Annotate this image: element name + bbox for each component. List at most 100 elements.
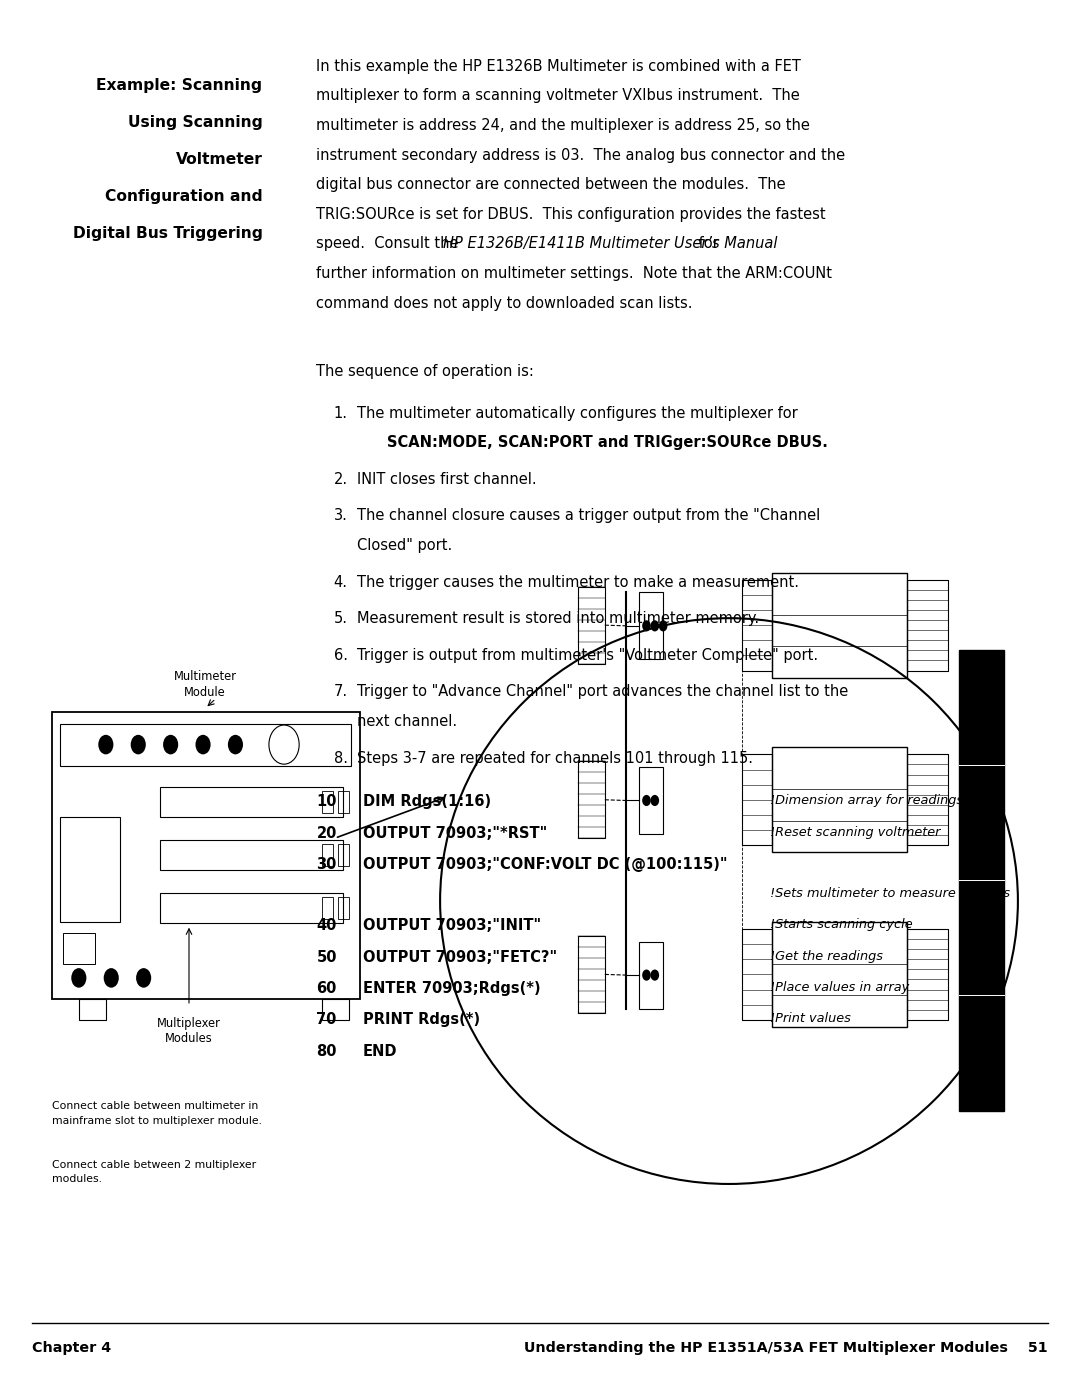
Text: 20: 20 [316,826,337,841]
Bar [639,767,663,834]
Text: Digital Bus Triggering: Digital Bus Triggering [72,226,262,242]
Text: HP E1326B/E1411B Multimeter User’s Manual: HP E1326B/E1411B Multimeter User’s Manua… [443,236,778,251]
Circle shape [650,795,659,806]
Text: In this example the HP E1326B Multimeter is combined with a FET: In this example the HP E1326B Multimeter… [316,59,801,74]
Text: multiplexer to form a scanning voltmeter VXIbus instrument.  The: multiplexer to form a scanning voltmeter… [316,88,800,103]
Text: speed.  Consult the: speed. Consult the [316,236,463,251]
Text: OUTPUT 70903;"*RST": OUTPUT 70903;"*RST" [363,826,548,841]
Text: 6.: 6. [334,648,348,662]
Bar [338,897,349,919]
Text: command does not apply to downloaded scan lists.: command does not apply to downloaded sca… [316,296,693,310]
Circle shape [643,620,651,631]
Bar [907,929,948,1020]
Bar [959,650,1004,1111]
Text: DIM Rdgs(1:16): DIM Rdgs(1:16) [363,795,491,809]
Bar [322,999,349,1020]
Text: !Place values in array: !Place values in array [770,981,909,995]
Circle shape [195,735,211,754]
Text: Measurement result is stored into multimeter memory.: Measurement result is stored into multim… [357,612,759,626]
Bar [907,580,948,671]
Text: 10: 10 [316,795,337,809]
Text: Closed" port.: Closed" port. [357,538,453,553]
Bar [52,712,360,999]
Bar [772,747,907,852]
Circle shape [131,735,146,754]
Text: for: for [694,236,719,251]
Text: 60: 60 [316,981,337,996]
Text: END: END [363,1044,397,1059]
Text: The multimeter automatically configures the multiplexer for: The multimeter automatically configures … [357,405,798,420]
Bar [160,840,343,870]
Bar [907,754,948,845]
Text: Voltmeter: Voltmeter [176,152,262,168]
Bar [742,754,772,845]
Text: digital bus connector are connected between the modules.  The: digital bus connector are connected betw… [316,177,786,193]
Text: !Sets multimeter to measure dc volts: !Sets multimeter to measure dc volts [770,887,1010,900]
Bar [60,817,120,922]
Bar [772,922,907,1027]
Bar [79,999,106,1020]
Text: further information on multimeter settings.  Note that the ARM:COUNt: further information on multimeter settin… [316,265,833,281]
Circle shape [650,970,659,981]
Text: ENTER 70903;Rdgs(*): ENTER 70903;Rdgs(*) [363,981,540,996]
Text: 5.: 5. [334,612,348,626]
Text: 3.: 3. [334,509,348,524]
Text: Trigger to "Advance Channel" port advances the channel list to the: Trigger to "Advance Channel" port advanc… [357,685,849,700]
Bar [322,897,333,919]
Circle shape [104,968,119,988]
Text: 80: 80 [316,1044,337,1059]
Text: OUTPUT 70903;"INIT": OUTPUT 70903;"INIT" [363,918,541,933]
Text: Configuration and: Configuration and [105,190,262,204]
Bar [742,929,772,1020]
Text: next channel.: next channel. [357,714,458,729]
Text: Understanding the HP E1351A/53A FET Multiplexer Modules    51: Understanding the HP E1351A/53A FET Mult… [524,1341,1048,1355]
Text: !Dimension array for readings: !Dimension array for readings [770,795,963,807]
Circle shape [228,735,243,754]
Bar [578,936,605,1013]
Circle shape [643,970,651,981]
Text: OUTPUT 70903;"FETC?": OUTPUT 70903;"FETC?" [363,950,557,964]
Circle shape [659,620,667,631]
Text: 2.: 2. [334,472,348,486]
Text: 70: 70 [316,1013,337,1027]
Text: PRINT Rdgs(*): PRINT Rdgs(*) [363,1013,480,1027]
Bar [322,791,333,813]
Text: Multimeter
Module: Multimeter Module [174,671,237,698]
Bar [639,592,663,659]
Bar [338,844,349,866]
Text: The sequence of operation is:: The sequence of operation is: [316,363,535,379]
Bar [160,787,343,817]
Text: Chapter 4: Chapter 4 [32,1341,111,1355]
Text: 4.: 4. [334,574,348,590]
Text: Connect cable between 2 multiplexer
modules.: Connect cable between 2 multiplexer modu… [52,1160,256,1185]
Bar [60,724,351,766]
Text: Connect cable between multimeter in
mainframe slot to multiplexer module.: Connect cable between multimeter in main… [52,1101,261,1126]
Text: Steps 3-7 are repeated for channels 101 through 115.: Steps 3-7 are repeated for channels 101 … [357,750,754,766]
Text: Multiplexer
Modules: Multiplexer Modules [157,1017,221,1045]
Bar [160,893,343,923]
Text: INIT closes first channel.: INIT closes first channel. [357,472,537,486]
Text: 8.: 8. [334,750,348,766]
Circle shape [643,795,651,806]
Bar [772,573,907,678]
Text: instrument secondary address is 03.  The analog bus connector and the: instrument secondary address is 03. The … [316,148,846,162]
Bar [322,844,333,866]
Text: 50: 50 [316,950,337,964]
Text: !Starts scanning cycle: !Starts scanning cycle [770,918,913,932]
Text: !Get the readings: !Get the readings [770,950,883,963]
Bar [639,942,663,1009]
Text: OUTPUT 70903;"CONF:VOLT DC (@100:115)": OUTPUT 70903;"CONF:VOLT DC (@100:115)" [363,858,727,872]
Bar [742,580,772,671]
Circle shape [136,968,151,988]
Circle shape [98,735,113,754]
Bar [578,761,605,838]
Text: 30: 30 [316,858,337,872]
Text: SCAN:MODE, SCAN:PORT and TRIGger:SOURce DBUS.: SCAN:MODE, SCAN:PORT and TRIGger:SOURce … [387,436,827,450]
Text: !Reset scanning voltmeter: !Reset scanning voltmeter [770,826,941,838]
Text: The trigger causes the multimeter to make a measurement.: The trigger causes the multimeter to mak… [357,574,799,590]
Text: !Print values: !Print values [770,1013,851,1025]
Text: 40: 40 [316,918,337,933]
Circle shape [650,620,659,631]
Text: The channel closure causes a trigger output from the "Channel: The channel closure causes a trigger out… [357,509,821,524]
Text: Example: Scanning: Example: Scanning [96,78,262,94]
